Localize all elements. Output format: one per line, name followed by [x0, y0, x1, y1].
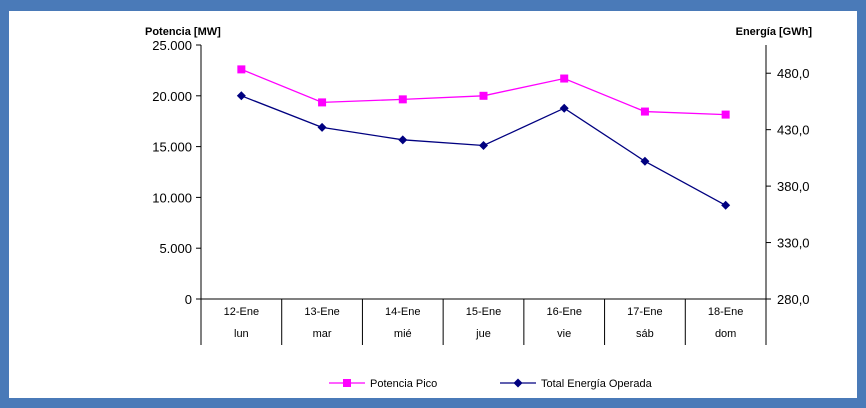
left-tick-label: 15.000 — [152, 140, 192, 155]
category-day-label: jue — [475, 328, 491, 340]
category-date-label: 13-Ene — [304, 306, 339, 318]
category-day-label: mar — [313, 328, 332, 340]
left-tick-label: 20.000 — [152, 89, 192, 104]
chart-area: Potencia [MW] Energía [GWh] 0 5.000 10.000… — [9, 11, 857, 398]
category-day-label: dom — [715, 328, 736, 340]
legend: Potencia Pico Total Energía Operada — [329, 378, 653, 390]
left-tick-label: 0 — [185, 292, 192, 307]
category-date-label: 18-Ene — [708, 306, 743, 318]
left-tick-label: 25.000 — [152, 38, 192, 53]
right-tick-label: 280,0 — [777, 292, 810, 307]
left-axis-title: Potencia [MW] — [145, 26, 221, 38]
chart-svg: Potencia [MW] Energía [GWh] 0 5.000 10.000… — [145, 26, 813, 390]
right-tick-label: 480,0 — [777, 66, 810, 81]
data-point-square — [479, 91, 488, 100]
data-point-diamond — [721, 200, 731, 210]
category-date-label: 12-Ene — [224, 306, 259, 318]
right-tick-label: 430,0 — [777, 123, 810, 138]
legend-marker-potencia — [343, 379, 351, 387]
legend-label-potencia: Potencia Pico — [370, 378, 437, 390]
data-point-diamond — [479, 140, 488, 150]
data-point-square — [640, 107, 649, 116]
data-point-diamond — [317, 122, 327, 132]
right-tick-label: 380,0 — [777, 179, 810, 194]
left-tick-label: 10.000 — [152, 190, 192, 205]
category-date-label: 17-Ene — [627, 306, 662, 318]
category-date-label: 15-Ene — [466, 306, 501, 318]
right-axis-title: Energía [GWh] — [736, 26, 813, 38]
legend-label-energia: Total Energía Operada — [541, 378, 653, 390]
data-point-diamond — [236, 91, 246, 101]
data-point-square — [398, 95, 407, 104]
right-tick-label: 330,0 — [777, 236, 810, 251]
data-point-square — [318, 98, 327, 107]
category-day-label: vie — [557, 328, 571, 340]
legend-marker-energia — [513, 378, 523, 388]
data-point-diamond — [398, 135, 408, 145]
data-point-square — [560, 74, 569, 83]
category-date-label: 16-Ene — [546, 306, 581, 318]
category-day-label: mié — [394, 328, 412, 340]
left-tick-label: 5.000 — [159, 241, 192, 256]
data-point-square — [721, 110, 730, 119]
data-point-diamond — [640, 156, 650, 166]
category-day-label: lun — [234, 328, 249, 340]
category-day-label: sáb — [636, 328, 654, 340]
data-point-square — [237, 65, 246, 74]
data-point-diamond — [559, 103, 569, 113]
category-date-label: 14-Ene — [385, 306, 420, 318]
